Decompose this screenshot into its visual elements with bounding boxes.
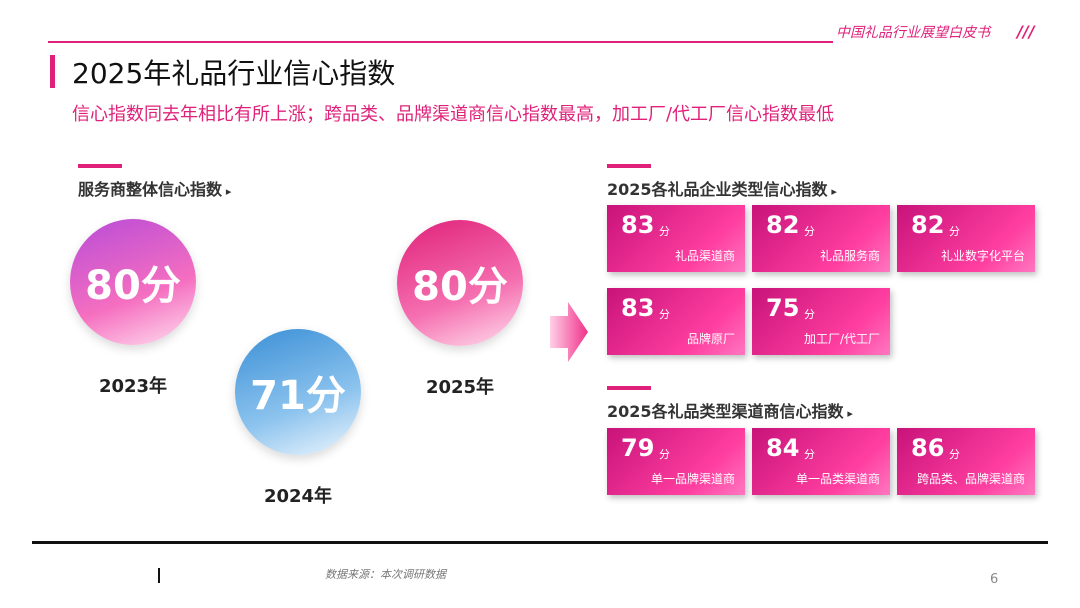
page-number: 6 (990, 572, 999, 587)
section-title: 服务商整体信心指数 (78, 176, 231, 200)
card-unit: 分 (659, 308, 670, 321)
brand-slashes: /// (1017, 22, 1035, 41)
card-label: 单一品类渠道商 (795, 472, 880, 486)
card-label: 跨品类、品牌渠道商 (916, 472, 1025, 486)
score-card: 79 分单一品牌渠道商 (607, 428, 745, 495)
brand: 中国礼品行业展望白皮书 (836, 25, 990, 41)
card-label: 礼品渠道商 (674, 249, 735, 263)
card-score: 79 (621, 434, 655, 462)
accent-bar (607, 386, 651, 390)
accent-bar (607, 164, 651, 168)
section-title: 2025各礼品企业类型信心指数 (607, 176, 837, 200)
title: 2025年礼品行业信心指数 (72, 57, 396, 90)
footer-line (32, 541, 1048, 544)
card-score: 75 (766, 294, 800, 322)
card-score: 84 (766, 434, 800, 462)
card-score: 83 (621, 211, 655, 239)
score-circle: 80分 (70, 219, 196, 345)
card-unit: 分 (659, 448, 670, 461)
header-line (48, 41, 833, 43)
score-card: 83 分品牌原厂 (607, 288, 745, 355)
footer-mark (158, 568, 160, 583)
card-score: 86 (911, 434, 945, 462)
card-label: 单一品牌渠道商 (650, 472, 735, 486)
card-score: 83 (621, 294, 655, 322)
card-score: 82 (766, 211, 800, 239)
year-label: 2024年 (263, 486, 333, 507)
card-unit: 分 (804, 448, 815, 461)
card-unit: 分 (949, 225, 960, 238)
year-label: 2023年 (98, 376, 168, 397)
card-unit: 分 (949, 448, 960, 461)
source: 数据来源：本次调研数据 (325, 568, 446, 581)
card-label: 礼品服务商 (819, 249, 880, 263)
card-unit: 分 (804, 225, 815, 238)
card-label: 礼业数字化平台 (940, 249, 1025, 263)
section-title: 2025各礼品类型渠道商信心指数 (607, 398, 853, 422)
card-unit: 分 (659, 225, 670, 238)
score-circle: 80分 (397, 220, 523, 346)
accent-bar (78, 164, 122, 168)
card-label: 加工厂/代工厂 (803, 332, 880, 346)
score-card: 84 分单一品类渠道商 (752, 428, 890, 495)
score-circle: 71分 (235, 329, 361, 455)
score-card: 82 分礼品服务商 (752, 205, 890, 272)
score-card: 82 分礼业数字化平台 (897, 205, 1035, 272)
card-score: 82 (911, 211, 945, 239)
title-bar (50, 55, 55, 88)
score-card: 83 分礼品渠道商 (607, 205, 745, 272)
year-label: 2025年 (425, 377, 495, 398)
arrow (550, 302, 588, 362)
score-card: 86 分跨品类、品牌渠道商 (897, 428, 1035, 495)
card-unit: 分 (804, 308, 815, 321)
subtitle: 信心指数同去年相比有所上涨；跨品类、品牌渠道商信心指数最高，加工厂/代工厂信心指… (72, 104, 835, 125)
score-card: 75 分加工厂/代工厂 (752, 288, 890, 355)
card-label: 品牌原厂 (686, 332, 735, 346)
